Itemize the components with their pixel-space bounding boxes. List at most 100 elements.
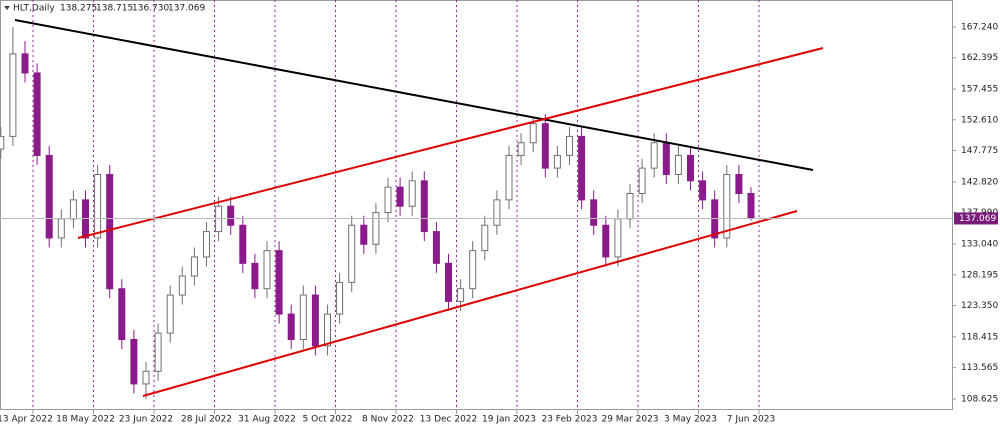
y-tick-label: 118.415 <box>961 332 998 342</box>
candle-body <box>251 262 259 290</box>
candle-body <box>118 288 126 340</box>
candle-body <box>626 193 634 220</box>
candle-body <box>396 186 404 207</box>
x-tick-label: 23 Jun 2022 <box>119 415 173 425</box>
candle-body <box>662 142 670 175</box>
chart-title: HLT,Daily <box>13 4 55 14</box>
candle-body <box>203 231 210 258</box>
y-tick-label: 152.610 <box>961 115 998 125</box>
candle-body <box>529 123 537 144</box>
candle-body <box>94 173 102 239</box>
candle-body <box>0 135 5 150</box>
candle-body <box>457 288 465 302</box>
candle-body <box>299 294 307 340</box>
chart-header: HLT,Daily 138.275 138.715 136.730 137.06… <box>4 4 205 14</box>
y-tick-label: 147.775 <box>961 146 998 156</box>
candle-body <box>33 72 41 156</box>
x-tick-label: 7 Jun 2023 <box>727 415 775 425</box>
x-tick-label: 18 May 2022 <box>56 415 115 425</box>
candle-body <box>275 250 283 315</box>
trend-lines <box>14 19 824 397</box>
candle-body <box>602 224 610 258</box>
y-tick-label: 142.820 <box>961 177 998 187</box>
candle-body <box>384 186 392 214</box>
overlay: 137.069 <box>0 212 998 225</box>
candle-body <box>699 180 707 201</box>
candle-body <box>360 224 368 245</box>
candle-body <box>747 193 755 219</box>
candle-body <box>142 370 150 385</box>
last-price-label: 137.069 <box>959 214 996 224</box>
candle-body <box>45 154 53 239</box>
candle-body <box>227 205 235 226</box>
candle-body <box>481 224 489 252</box>
candle-body <box>723 173 731 239</box>
open-value: 138.275 <box>60 4 97 14</box>
x-tick-label: 13 Dec 2022 <box>420 415 478 425</box>
menu-icon <box>4 6 10 10</box>
x-tick-label: 29 Mar 2023 <box>601 415 658 425</box>
y-tick-label: 162.395 <box>961 53 998 63</box>
x-tick-label: 8 Nov 2022 <box>362 415 414 425</box>
channel-lower <box>142 210 798 397</box>
candle-body <box>553 154 561 169</box>
candle-body <box>130 338 138 385</box>
candle-body <box>420 180 428 233</box>
candle-body <box>735 173 743 195</box>
close-value: 137.069 <box>168 4 205 14</box>
candle-body <box>372 212 380 245</box>
candle-body <box>287 313 295 340</box>
y-tick-label: 113.565 <box>961 363 998 373</box>
candle-body <box>650 142 658 169</box>
candle-body <box>190 256 198 277</box>
candle-body <box>324 313 331 347</box>
plot-frame <box>0 0 953 410</box>
low-value: 136.730 <box>132 4 169 14</box>
candle-body <box>432 231 440 264</box>
candle-body <box>336 281 344 315</box>
last-price-box <box>954 212 998 225</box>
candle-body <box>614 218 622 258</box>
candle-body <box>106 173 114 290</box>
y-tick-label: 108.625 <box>961 394 998 404</box>
candle-body <box>674 154 682 175</box>
x-tick-label: 28 Jul 2022 <box>181 415 232 425</box>
candle-body <box>408 180 416 207</box>
candle-body <box>154 332 162 372</box>
candle-body <box>178 275 186 296</box>
x-tick-label: 3 May 2023 <box>664 415 717 425</box>
candle-body <box>638 167 646 195</box>
candle-body <box>9 53 17 137</box>
candle-body <box>166 294 174 334</box>
y-tick-label: 123.350 <box>961 301 998 311</box>
y-tick-label: 157.455 <box>961 85 998 95</box>
x-tick-label: 5 Oct 2022 <box>303 415 353 425</box>
candle-body <box>21 53 29 74</box>
candle-body <box>445 262 452 302</box>
y-tick-label: 133.040 <box>961 240 998 250</box>
x-tick-label: 23 Feb 2023 <box>541 415 597 425</box>
candle-body <box>590 199 598 226</box>
high-value: 138.715 <box>96 4 133 14</box>
candle-body <box>505 154 513 201</box>
x-tick-label: 13 Apr 2022 <box>0 415 53 425</box>
resistance-line <box>14 19 814 171</box>
channel-upper <box>77 47 824 239</box>
candle-body <box>578 135 586 201</box>
candle-body <box>311 294 319 347</box>
candle-body <box>541 123 549 169</box>
x-tick-label: 31 Aug 2022 <box>238 415 296 425</box>
candle-body <box>566 135 573 156</box>
y-tick-label: 167.240 <box>961 22 998 32</box>
y-tick-label: 128.195 <box>961 270 998 280</box>
candle-body <box>469 250 477 290</box>
x-tick-label: 19 Jan 2023 <box>482 415 536 425</box>
candle-body <box>69 199 77 220</box>
candle-body <box>687 154 694 182</box>
candle-body <box>493 199 501 226</box>
candle-body <box>239 224 247 264</box>
candle-body <box>517 142 525 156</box>
candle-body <box>348 224 356 283</box>
